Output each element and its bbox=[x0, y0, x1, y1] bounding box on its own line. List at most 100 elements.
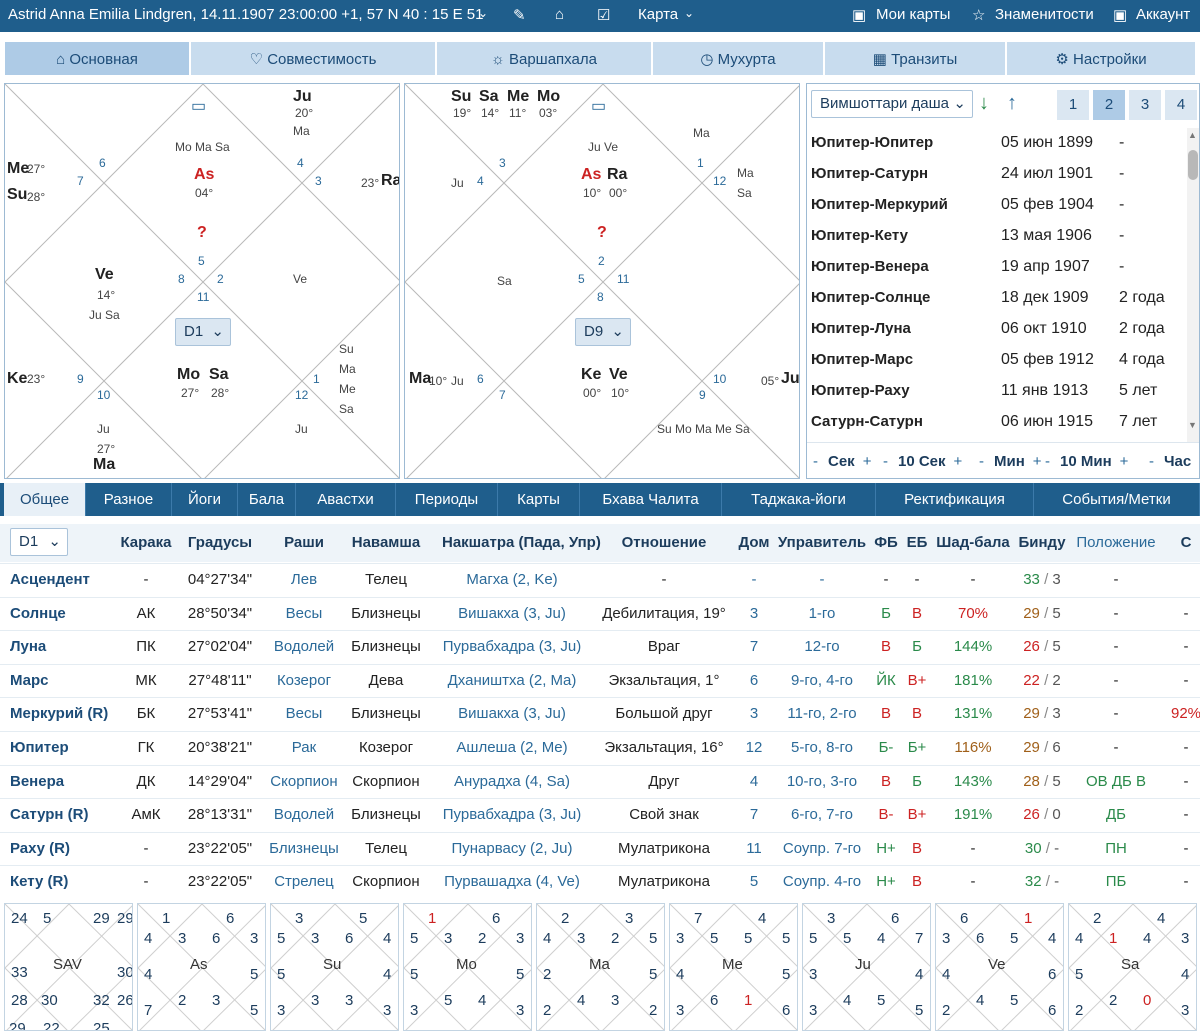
cell-lord[interactable]: 9-го, 4-го bbox=[791, 671, 853, 689]
cell-house[interactable]: 3 bbox=[749, 705, 759, 723]
dasha-scrollbar[interactable]: ▲ ▼ bbox=[1187, 128, 1199, 442]
cell-nak[interactable]: Пурвабхадра (3, Ju) bbox=[442, 638, 582, 656]
dasha-level-2[interactable]: 2 bbox=[1093, 90, 1125, 120]
table-division-select[interactable]: D1 ⌄ bbox=[10, 528, 68, 556]
dasha-system-select[interactable]: Вимшоттари даша ⌄ bbox=[811, 90, 973, 118]
time-plus-button[interactable]: + bbox=[953, 453, 963, 470]
dasha-row[interactable]: Юпитер-Венера 19 апр 1907 - bbox=[807, 252, 1187, 283]
tab-8[interactable]: Бхава Чалита bbox=[580, 483, 722, 516]
cell-planet[interactable]: Луна bbox=[10, 638, 47, 656]
tab-7[interactable]: Карты bbox=[498, 483, 580, 516]
time-plus-button[interactable]: + bbox=[1119, 453, 1129, 470]
time-minus-button[interactable]: - bbox=[1045, 453, 1050, 470]
chart-title[interactable]: Astrid Anna Emilia Lindgren, 14.11.1907 … bbox=[8, 6, 484, 23]
cell-nak[interactable]: Дхаништха (2, Ma) bbox=[447, 671, 577, 689]
tab-settings[interactable]: ⚙ Настройки bbox=[1006, 41, 1196, 76]
cell-lord[interactable]: - bbox=[819, 571, 825, 588]
cell-rashi[interactable]: Весы bbox=[285, 604, 323, 622]
cell-rashi[interactable]: Стрелец bbox=[274, 873, 334, 891]
tag-icon[interactable]: ⌂ bbox=[555, 6, 565, 23]
time-minus-button[interactable]: - bbox=[813, 453, 818, 470]
cell-rashi[interactable]: Водолей bbox=[273, 806, 335, 824]
time-plus-button[interactable]: + bbox=[1195, 453, 1199, 470]
cell-nak[interactable]: Анурадха (4, Sa) bbox=[454, 772, 570, 790]
dasha-row[interactable]: Юпитер-Марс 05 фев 1912 4 года bbox=[807, 345, 1187, 376]
cell-lord[interactable]: 1-го bbox=[808, 604, 836, 622]
cell-nak[interactable]: Пурвабхадра (3, Ju) bbox=[442, 806, 582, 824]
cell-nak[interactable]: Магха (2, Ke) bbox=[466, 571, 558, 588]
scroll-up-icon[interactable]: ▲ bbox=[1188, 130, 1197, 140]
cell-planet[interactable]: Солнце bbox=[10, 604, 66, 622]
edit-box-icon[interactable]: ▭ bbox=[191, 98, 207, 115]
dasha-row[interactable]: Юпитер-Сатурн 24 июл 1901 - bbox=[807, 159, 1187, 190]
scroll-down-icon[interactable]: ▼ bbox=[1188, 420, 1197, 430]
tab-10[interactable]: Ректификация bbox=[876, 483, 1034, 516]
title-chevron-down-icon[interactable]: ⌄ bbox=[478, 6, 489, 20]
scrollbar-thumb[interactable] bbox=[1188, 150, 1198, 180]
tab-5[interactable]: Авастхи bbox=[296, 483, 396, 516]
cell-rashi[interactable]: Весы bbox=[285, 705, 323, 723]
cell-planet[interactable]: Юпитер bbox=[10, 739, 69, 756]
dasha-row[interactable]: Юпитер-Раху 11 янв 1913 5 лет bbox=[807, 376, 1187, 407]
cell-lord[interactable]: Соупр. 7-го bbox=[782, 839, 862, 857]
tab-transits[interactable]: ▦ Транзиты bbox=[824, 41, 1006, 76]
time-plus-button[interactable]: + bbox=[862, 453, 872, 470]
edit-box-icon[interactable]: ▭ bbox=[591, 98, 607, 115]
cell-nak[interactable]: Вишакха (3, Ju) bbox=[458, 604, 566, 622]
tab-muhurta[interactable]: ◷ Мухурта bbox=[652, 41, 824, 76]
column-header[interactable]: Положение bbox=[1076, 534, 1156, 551]
chart2-division-select[interactable]: D9 ⌄ bbox=[575, 318, 631, 346]
tab-compatibility[interactable]: ♡ Совместимость bbox=[190, 41, 436, 76]
tab-3[interactable]: Йоги bbox=[172, 483, 238, 516]
cell-nak[interactable]: Вишакха (3, Ju) bbox=[458, 705, 566, 723]
tab-main[interactable]: ⌂ Основная bbox=[4, 41, 190, 76]
tab-6[interactable]: Периоды bbox=[396, 483, 498, 516]
cell-lord[interactable]: 12-го bbox=[804, 638, 840, 656]
dasha-row[interactable]: Юпитер-Луна 06 окт 1910 2 года bbox=[807, 314, 1187, 345]
tab-1[interactable]: Общее bbox=[4, 483, 86, 516]
chart-menu-chevron-icon[interactable]: ⌄ bbox=[684, 6, 695, 20]
edit-pencil-icon[interactable]: ✎ bbox=[513, 7, 526, 24]
cell-house[interactable]: 5 bbox=[749, 873, 759, 891]
cell-planet[interactable]: Меркурий (R) bbox=[10, 705, 109, 723]
dasha-level-4[interactable]: 4 bbox=[1165, 90, 1197, 120]
dasha-level-3[interactable]: 3 bbox=[1129, 90, 1161, 120]
cell-rashi[interactable]: Водолей bbox=[273, 638, 335, 656]
cell-planet[interactable]: Асцендент bbox=[10, 571, 90, 588]
dasha-row[interactable]: Юпитер-Кету 13 мая 1906 - bbox=[807, 221, 1187, 252]
chart-menu[interactable]: Карта bbox=[638, 6, 679, 23]
cell-nak[interactable]: Ашлеша (2, Me) bbox=[456, 739, 568, 756]
dasha-row[interactable]: Юпитер-Меркурий 05 фев 1904 - bbox=[807, 190, 1187, 221]
cell-lord[interactable]: 5-го, 8-го bbox=[791, 739, 853, 756]
time-minus-button[interactable]: - bbox=[883, 453, 888, 470]
cell-rashi[interactable]: Скорпион bbox=[270, 772, 338, 790]
cell-rashi[interactable]: Козерог bbox=[276, 671, 332, 689]
cell-house[interactable]: - bbox=[751, 571, 757, 588]
cell-house[interactable]: 11 bbox=[746, 839, 762, 857]
tab-11[interactable]: События/Метки bbox=[1034, 483, 1200, 516]
account-link[interactable]: Аккаунт bbox=[1136, 6, 1191, 23]
tab-9[interactable]: Таджака-йоги bbox=[722, 483, 876, 516]
cell-planet[interactable]: Кету (R) bbox=[10, 873, 69, 891]
cell-house[interactable]: 6 bbox=[749, 671, 759, 689]
cell-planet[interactable]: Раху (R) bbox=[10, 839, 71, 857]
cell-planet[interactable]: Марс bbox=[10, 671, 49, 689]
cell-lord[interactable]: 11-го, 2-го bbox=[787, 705, 857, 723]
cell-nak[interactable]: Пурвашадха (4, Ve) bbox=[444, 873, 580, 891]
cell-house[interactable]: 4 bbox=[749, 772, 759, 790]
time-minus-button[interactable]: - bbox=[979, 453, 984, 470]
cell-rashi[interactable]: Близнецы bbox=[269, 839, 339, 857]
tab-4[interactable]: Бала bbox=[238, 483, 296, 516]
time-plus-button[interactable]: + bbox=[1032, 453, 1042, 470]
cell-lord[interactable]: 10-го, 3-го bbox=[786, 772, 858, 790]
dasha-level-1[interactable]: 1 bbox=[1057, 90, 1089, 120]
tab-varshaphala[interactable]: ☼ Варшапхала bbox=[436, 41, 652, 76]
cell-house[interactable]: 3 bbox=[749, 604, 759, 622]
cell-rashi[interactable]: Лев bbox=[290, 571, 318, 588]
cell-planet[interactable]: Сатурн (R) bbox=[10, 806, 89, 824]
dasha-row[interactable]: Юпитер-Солнце 18 дек 1909 2 года bbox=[807, 283, 1187, 314]
cell-planet[interactable]: Венера bbox=[10, 772, 65, 790]
cell-nak[interactable]: Пунарвасу (2, Ju) bbox=[451, 839, 573, 857]
dasha-row[interactable]: Сатурн-Сатурн 06 июн 1915 7 лет bbox=[807, 407, 1187, 438]
cell-house[interactable]: 7 bbox=[749, 638, 759, 656]
